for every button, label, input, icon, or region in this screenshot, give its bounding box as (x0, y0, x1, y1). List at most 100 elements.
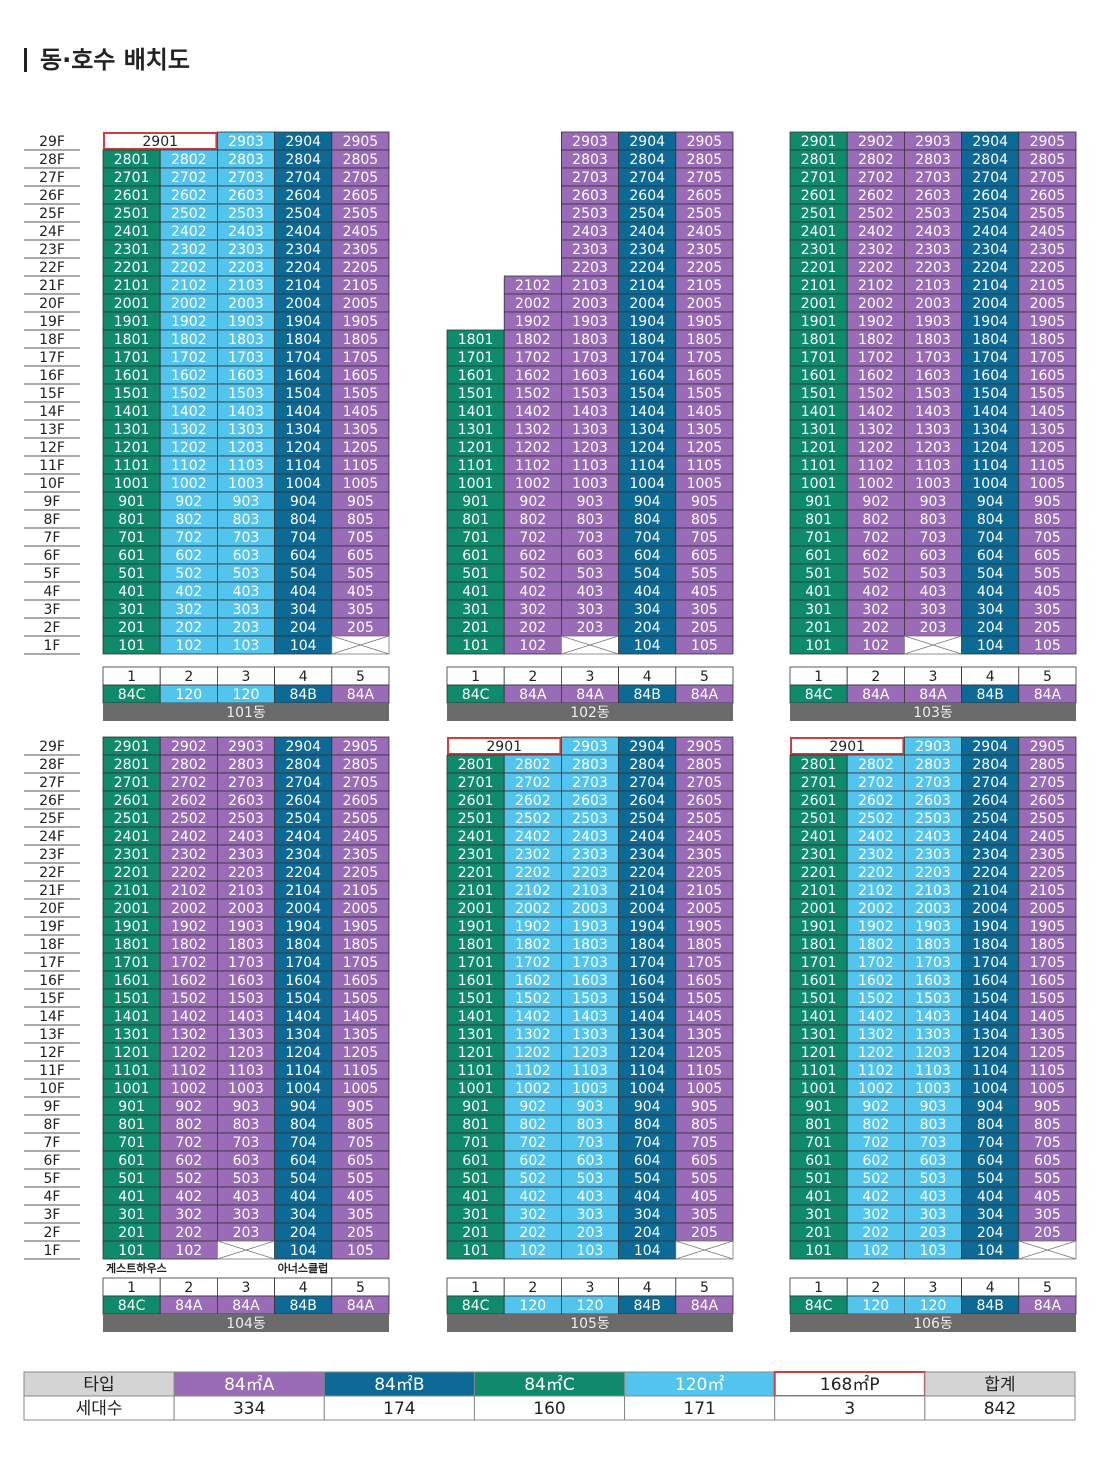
type-label: 84A (1034, 687, 1062, 703)
unit-number: 1701 (458, 350, 494, 366)
unit-number: 705 (1034, 1135, 1061, 1151)
unit-number: 2504 (629, 206, 665, 222)
unit-number: 1004 (285, 476, 321, 492)
unit-number: 1705 (343, 955, 379, 971)
unit-number: 1405 (1030, 404, 1066, 420)
summary-header: 타입 (83, 1375, 114, 1395)
unit-number: 1003 (572, 476, 608, 492)
cross (904, 635, 962, 655)
type-label: 84A (519, 687, 547, 703)
unit-number: 401 (462, 1189, 489, 1205)
unit-number: 104 (634, 638, 661, 654)
unit-number: 202 (175, 1225, 202, 1241)
unit-number: 801 (462, 512, 489, 528)
unit-number: 1705 (1030, 955, 1066, 971)
unit-number: 2004 (629, 901, 665, 917)
unit-number: 1001 (458, 1081, 494, 1097)
unit-number: 2503 (915, 811, 951, 827)
unit-number: 2704 (629, 775, 665, 791)
unit-number: 402 (519, 584, 546, 600)
unit-number: 1704 (629, 955, 665, 971)
floor-label: 7F (44, 1135, 61, 1151)
line-number: 1 (471, 1280, 480, 1296)
unit-number: 505 (691, 1171, 718, 1187)
summary-value-cell (924, 1395, 1076, 1421)
unit-number: 701 (118, 530, 145, 546)
building-name: 104동 (226, 1316, 266, 1332)
unit-number: 2002 (171, 901, 207, 917)
line-number: 2 (528, 669, 537, 685)
unit-number: 105 (347, 1243, 374, 1259)
unit-number: 103 (920, 1243, 947, 1259)
unit-number: 401 (462, 584, 489, 600)
unit-number: 603 (577, 1153, 604, 1169)
summary-value-cell (624, 1395, 776, 1421)
unit-number: 701 (462, 1135, 489, 1151)
unit-number: 802 (175, 512, 202, 528)
unit-number: 805 (347, 1117, 374, 1133)
unit-number: 505 (1034, 1171, 1061, 1187)
unit-number: 602 (862, 1153, 889, 1169)
unit-number: 1802 (515, 937, 551, 953)
unit-number: 2103 (572, 278, 608, 294)
unit-number: 2501 (114, 206, 150, 222)
unit-number: 1301 (114, 422, 150, 438)
unit-number: 2801 (114, 152, 150, 168)
type-label: 84C (118, 1298, 146, 1314)
floor-label: 28F (39, 757, 65, 773)
unit-number: 903 (920, 1099, 947, 1115)
unit-number: 2003 (228, 901, 264, 917)
unit-number: 805 (691, 1117, 718, 1133)
type-label: 84A (347, 687, 375, 703)
unit-number: 1805 (1030, 937, 1066, 953)
unit-number: 301 (118, 1207, 145, 1223)
unit-number: 2505 (1030, 811, 1066, 827)
unit-number: 2102 (515, 883, 551, 899)
unit-number: 703 (577, 1135, 604, 1151)
unit-number: 901 (805, 494, 832, 510)
unit-number: 503 (233, 566, 260, 582)
unit-number: 1805 (1030, 332, 1066, 348)
unit-number: 301 (805, 1207, 832, 1223)
unit-number: 1605 (687, 973, 723, 989)
unit-number: 2602 (858, 793, 894, 809)
unit-number: 1803 (228, 332, 264, 348)
type-label: 120 (862, 1298, 889, 1314)
unit-number: 1401 (114, 404, 150, 420)
unit-number: 1903 (915, 919, 951, 935)
unit-number: 2102 (858, 883, 894, 899)
unit-number: 1704 (972, 955, 1008, 971)
unit-number: 202 (175, 620, 202, 636)
unit-number: 603 (233, 548, 260, 564)
line-number: 5 (356, 1280, 365, 1296)
unit-number: 2003 (915, 296, 951, 312)
unit-number: 2202 (171, 260, 207, 276)
unit-number: 304 (977, 602, 1004, 618)
unit-number: 2202 (515, 865, 551, 881)
unit-number: 1004 (629, 476, 665, 492)
unit-number: 1604 (285, 973, 321, 989)
floor-label: 4F (44, 584, 61, 600)
unit-number: 1901 (801, 314, 837, 330)
unit-number: 1003 (915, 476, 951, 492)
unit-number: 603 (577, 548, 604, 564)
unit-number: 302 (519, 1207, 546, 1223)
unit-number: 804 (634, 1117, 661, 1133)
unit-number: 2505 (687, 206, 723, 222)
unit-number: 2104 (285, 883, 321, 899)
unit-number: 1704 (285, 350, 321, 366)
floor-label: 29F (39, 739, 65, 755)
unit-number: 1805 (343, 332, 379, 348)
unit-number: 504 (634, 1171, 661, 1187)
unit-number: 1301 (114, 1027, 150, 1043)
unit-number: 901 (462, 1099, 489, 1115)
unit-number: 802 (519, 512, 546, 528)
building-bar (790, 703, 1076, 721)
unit-number: 1104 (972, 1063, 1008, 1079)
unit-number: 402 (175, 1189, 202, 1205)
unit-number: 2903 (572, 739, 608, 755)
unit-number: 1205 (1030, 1045, 1066, 1061)
unit-number: 301 (118, 602, 145, 618)
unit-number: 2001 (458, 901, 494, 917)
unit-number: 2002 (858, 296, 894, 312)
